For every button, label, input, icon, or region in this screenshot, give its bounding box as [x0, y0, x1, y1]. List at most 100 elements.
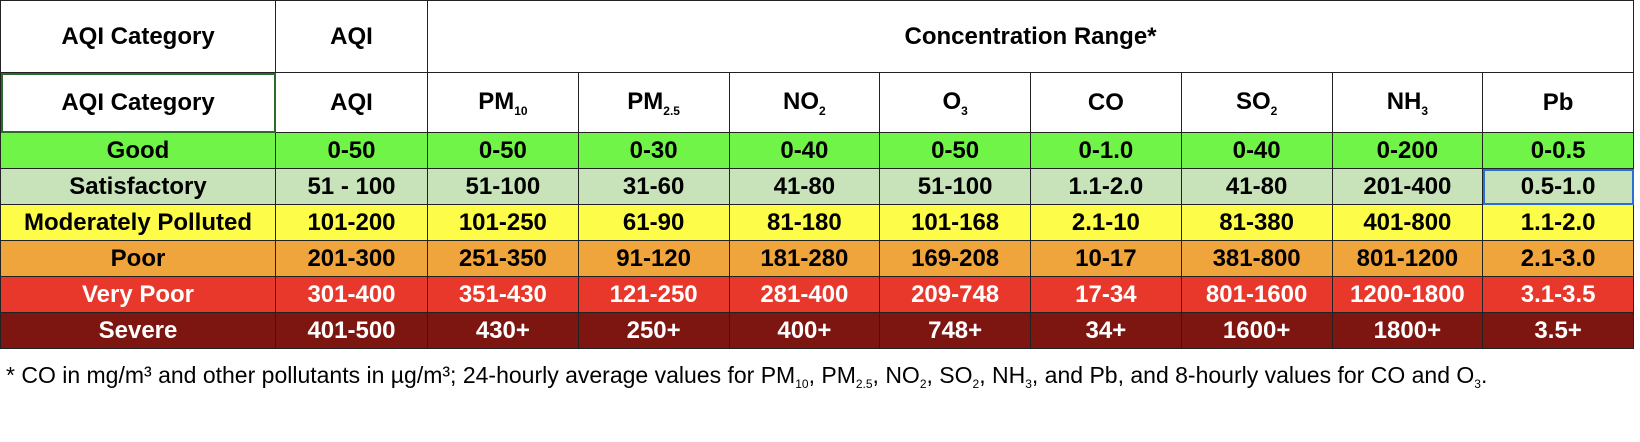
subscript: 3 — [1025, 377, 1032, 391]
range-cell: 209-748 — [879, 276, 1031, 313]
range-cell: 101-168 — [879, 204, 1031, 241]
range-cell: 1600+ — [1180, 312, 1333, 349]
subscript: 3 — [961, 103, 968, 118]
range-cell: 0.5-1.0 — [1482, 168, 1634, 205]
range-cell: 0-40 — [728, 132, 881, 169]
footnote-text: , NH — [979, 362, 1026, 388]
range-cell: 0-50 — [427, 132, 579, 169]
range-cell: 3.1-3.5 — [1482, 276, 1634, 313]
footnote-text: , PM — [808, 362, 856, 388]
subscript: 2 — [819, 103, 826, 118]
range-cell: 169-208 — [879, 240, 1031, 277]
header-cell: AQI — [275, 0, 428, 73]
range-cell: 251-350 — [427, 240, 579, 277]
subscript: 10 — [514, 103, 528, 118]
subscript: 3 — [1421, 103, 1429, 118]
column-header: CO — [1030, 72, 1182, 133]
range-cell: 0-50 — [879, 132, 1031, 169]
range-cell: 0-40 — [1180, 132, 1333, 169]
range-cell: 34+ — [1030, 312, 1182, 349]
footnote-text: * CO in mg/m³ and other pollutants in µg… — [6, 362, 796, 388]
column-name: Pb — [1542, 88, 1574, 116]
category-row: Very Poor 301-400 351-430 121-250 281-400 209… — [0, 276, 1634, 313]
category-cell: Satisfactory — [0, 168, 276, 205]
footnote-text: . — [1480, 362, 1488, 388]
subscript: 2 — [1270, 103, 1278, 118]
range-cell: 250+ — [577, 312, 730, 349]
column-header: SO2 — [1180, 72, 1333, 133]
category-row: Poor 201-300 251-350 91-120 181-280 169-208 10… — [0, 240, 1634, 277]
range-cell: 121-250 — [577, 276, 730, 313]
column-header: AQI Category — [0, 72, 276, 133]
range-cell: 61-90 — [577, 204, 730, 241]
subscript: 2 — [919, 377, 927, 391]
range-cell: 381-800 — [1180, 240, 1333, 277]
range-cell: 281-400 — [728, 276, 881, 313]
header-cell: Concentration Range* — [427, 0, 1634, 73]
column-name: NH — [1386, 87, 1422, 115]
subscript: 2.5 — [855, 377, 873, 391]
column-name: AQI Category — [61, 88, 215, 116]
subscript: 3 — [1474, 377, 1481, 391]
range-cell: 400+ — [728, 312, 881, 349]
category-cell: Very Poor — [0, 276, 276, 313]
range-cell: 1200-1800 — [1331, 276, 1484, 313]
column-header: PM10 — [427, 72, 579, 133]
column-name: AQI — [330, 88, 373, 116]
range-cell: 101-200 — [275, 204, 428, 241]
range-cell: 801-1200 — [1331, 240, 1484, 277]
category-row: Good 0-50 0-50 0-30 0-40 0-50 0-1.0 0-40 0-200 0-… — [0, 132, 1634, 169]
range-cell: 201-300 — [275, 240, 428, 277]
column-name: O — [942, 87, 962, 115]
range-cell: 0-200 — [1331, 132, 1484, 169]
footnote: * CO in mg/m³ and other pollutants in µg… — [0, 349, 1630, 400]
range-cell: 31-60 — [577, 168, 730, 205]
range-cell: 181-280 — [728, 240, 881, 277]
range-cell: 10-17 — [1030, 240, 1182, 277]
category-row: Moderately Polluted 101-200 101-250 61-90 81… — [0, 204, 1634, 241]
range-cell: 801-1600 — [1180, 276, 1333, 313]
footnote-text: , SO — [926, 362, 973, 388]
column-header: AQI — [275, 72, 428, 133]
column-header: Pb — [1482, 72, 1634, 133]
category-row: Satisfactory 51 - 100 51-100 31-60 41-80 51-1… — [0, 168, 1634, 205]
range-cell: 201-400 — [1331, 168, 1484, 205]
range-cell: 51 - 100 — [275, 168, 428, 205]
category-cell: Moderately Polluted — [0, 204, 276, 241]
footnote-text: , and Pb, and 8-hourly values for CO and… — [1031, 362, 1475, 388]
column-name: CO — [1087, 88, 1124, 116]
range-cell: 91-120 — [577, 240, 730, 277]
footnote-text: , NO — [872, 362, 920, 388]
aqi-table: AQI Category AQI Concentration Range* AQI C… — [0, 0, 1634, 349]
header-row: AQI Category AQI Concentration Range* — [0, 0, 1634, 73]
range-cell: 430+ — [427, 312, 579, 349]
column-header: NO2 — [728, 72, 881, 133]
subscript: 2.5 — [663, 103, 680, 118]
range-cell: 51-100 — [879, 168, 1031, 205]
range-cell: 0-50 — [275, 132, 428, 169]
column-header: PM2.5 — [577, 72, 730, 133]
subscript: 10 — [795, 377, 809, 391]
range-cell: 1800+ — [1331, 312, 1484, 349]
range-cell: 101-250 — [427, 204, 579, 241]
category-cell: Good — [0, 132, 276, 169]
range-cell: 51-100 — [427, 168, 579, 205]
range-cell: 0-30 — [577, 132, 730, 169]
range-cell: 2.1-3.0 — [1482, 240, 1634, 277]
header-cell: AQI Category — [0, 0, 276, 73]
range-cell: 0-1.0 — [1030, 132, 1182, 169]
range-cell: 81-380 — [1180, 204, 1333, 241]
category-row: Severe 401-500 430+ 250+ 400+ 748+ 34+ 1600+ 180… — [0, 312, 1634, 349]
column-header: NH3 — [1331, 72, 1484, 133]
range-cell: 748+ — [879, 312, 1031, 349]
column-header: O3 — [879, 72, 1031, 133]
range-cell: 401-500 — [275, 312, 428, 349]
range-cell: 41-80 — [1180, 168, 1333, 205]
range-cell: 81-180 — [728, 204, 881, 241]
column-name: PM — [478, 87, 515, 115]
column-name: PM — [627, 87, 664, 115]
range-cell: 401-800 — [1331, 204, 1484, 241]
category-cell: Poor — [0, 240, 276, 277]
range-cell: 17-34 — [1030, 276, 1182, 313]
